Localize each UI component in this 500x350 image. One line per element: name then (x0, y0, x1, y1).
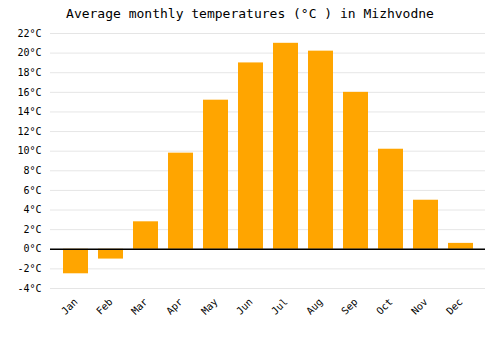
svg-text:Nov: Nov (409, 296, 430, 317)
svg-text:20°C: 20°C (17, 47, 41, 58)
svg-text:Dec: Dec (444, 296, 465, 317)
svg-text:-2°C: -2°C (17, 263, 41, 274)
svg-text:8°C: 8°C (23, 165, 41, 176)
svg-text:6°C: 6°C (23, 185, 41, 196)
svg-text:-4°C: -4°C (17, 283, 41, 294)
svg-text:Apr: Apr (164, 296, 185, 317)
svg-text:0°C: 0°C (23, 243, 41, 254)
svg-text:May: May (199, 296, 220, 317)
svg-text:Feb: Feb (94, 296, 115, 317)
svg-text:Sep: Sep (339, 296, 360, 317)
svg-text:4°C: 4°C (23, 204, 41, 215)
svg-text:16°C: 16°C (17, 87, 41, 98)
svg-text:Aug: Aug (304, 296, 325, 317)
svg-text:Jul: Jul (269, 296, 290, 317)
svg-text:14°C: 14°C (17, 106, 41, 117)
svg-text:12°C: 12°C (17, 126, 41, 137)
svg-text:Jan: Jan (59, 296, 80, 317)
svg-text:18°C: 18°C (17, 67, 41, 78)
svg-text:22°C: 22°C (17, 28, 41, 39)
svg-text:2°C: 2°C (23, 224, 41, 235)
svg-text:Jun: Jun (234, 296, 255, 317)
svg-text:Oct: Oct (374, 296, 395, 317)
svg-text:10°C: 10°C (17, 145, 41, 156)
html-text:Average monthly temperatures (: Average monthly temperatures (°C ) in Mi… (66, 6, 434, 21)
svg-text:Mar: Mar (129, 296, 150, 317)
